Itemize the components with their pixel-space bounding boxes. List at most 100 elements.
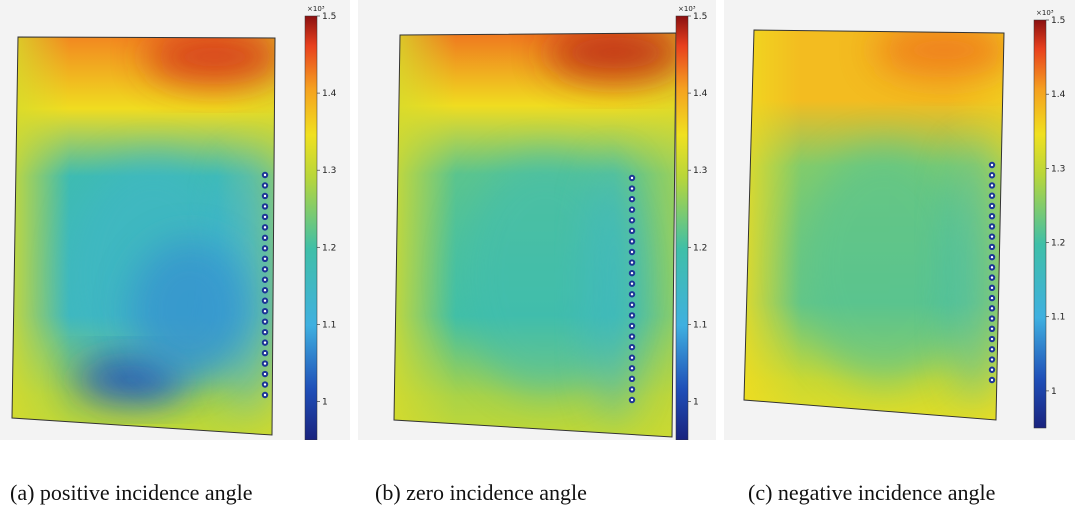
cooling-hole-center: [990, 245, 994, 249]
cooling-hole-center: [263, 268, 267, 271]
cooling-hole-center: [630, 356, 634, 359]
cooling-hole-center: [263, 215, 267, 219]
cooling-hole-center: [263, 236, 267, 240]
cooling-hole-center: [990, 286, 994, 290]
hot-region: [145, 37, 275, 85]
cooling-hole-center: [990, 337, 994, 341]
colorbar: [1033, 19, 1047, 429]
colorbar-tick-label: 1.1: [693, 320, 707, 330]
colorbar-tick-label: 1.3: [322, 166, 336, 176]
colorbar-multiplier: ×10³: [678, 5, 696, 13]
cooling-hole-center: [630, 367, 634, 370]
cooling-hole-center: [263, 173, 267, 177]
cooling-hole-center: [630, 345, 634, 349]
contour-plot-a: ×10³ 1 1.1 1.2 1.3 1.4 1.5: [11, 5, 337, 440]
contour-field: [394, 33, 676, 437]
cooling-hole-center: [630, 208, 634, 211]
contour-plot-c: ×10³ 1 1.1 1.2 1.3 1.4 1.5: [743, 9, 1066, 429]
colorbar: [304, 15, 318, 440]
low-pressure-spot: [75, 358, 185, 402]
cooling-hole-center: [263, 320, 267, 323]
cooling-hole-center: [990, 266, 994, 269]
hot-region: [546, 33, 676, 81]
cooling-hole-center: [263, 299, 267, 302]
caption-c: (c) negative incidence angle: [748, 480, 996, 505]
cooling-hole-center: [630, 187, 634, 190]
cooling-hole-center: [630, 303, 634, 307]
contour-field: [744, 30, 1004, 420]
cooling-hole-center: [630, 335, 634, 338]
cooling-hole-center: [990, 348, 994, 351]
cooling-hole-center: [990, 296, 994, 300]
contour-field: [12, 37, 275, 435]
colorbar-tick-label: 1.5: [693, 12, 707, 22]
cooling-hole-center: [990, 204, 994, 208]
cooling-hole-center: [630, 229, 634, 233]
cooling-hole-center: [990, 358, 994, 361]
panel-a: ×10³ 1 1.1 1.2 1.3 1.4 1.5: [0, 0, 350, 440]
colorbar-multiplier: ×10³: [307, 5, 325, 13]
panel-b: ×10³ 1 1.1 1.2 1.3 1.4 1.5: [358, 0, 716, 440]
hot-region: [874, 30, 1004, 78]
cooling-hole-center: [263, 226, 267, 229]
colorbar-multiplier: ×10³: [1036, 9, 1054, 17]
colorbar-tick-label: 1.4: [1051, 90, 1066, 100]
cooling-hole-center: [630, 240, 634, 243]
cooling-hole-center: [990, 327, 994, 331]
cooling-hole-center: [630, 261, 634, 264]
colorbar-tick-label: 1: [693, 397, 699, 407]
cooling-hole-center: [630, 271, 634, 275]
cool-core: [799, 145, 969, 385]
cooling-hole-center: [263, 372, 267, 376]
cooling-hole-center: [263, 194, 267, 198]
plate-outline: [743, 29, 1005, 421]
cooling-hole-center: [263, 383, 267, 386]
caption-a: (a) positive incidence angle: [10, 480, 253, 505]
colorbar-tick-label: 1.5: [1051, 16, 1065, 26]
hole-band: [944, 142, 1004, 403]
cooling-hole-center: [263, 289, 267, 292]
panel-c: ×10³ 1 1.1 1.2 1.3 1.4 1.5: [724, 0, 1075, 440]
colorbar: [675, 15, 689, 440]
cooling-hole-center: [990, 276, 994, 279]
cooling-hole-center: [630, 398, 634, 402]
cooling-hole-center: [263, 184, 267, 187]
cooling-hole-center: [263, 247, 267, 250]
colorbar-tick-label: 1.2: [322, 243, 336, 253]
cooling-hole-center: [630, 388, 634, 391]
colorbar-tick-label: 1.2: [1051, 239, 1065, 249]
cooling-hole-center: [990, 163, 994, 167]
cooling-hole-center: [630, 250, 634, 254]
cooling-hole-center: [990, 378, 994, 382]
colorbar-tick-label: 1.3: [693, 166, 707, 176]
cooling-hole-center: [990, 368, 994, 371]
colorbar-tick-label: 1.2: [693, 243, 707, 253]
cooling-hole-center: [990, 255, 994, 259]
colorbar-tick-label: 1.4: [693, 89, 708, 99]
low-pressure-tail: [130, 240, 250, 380]
cooling-hole-center: [990, 225, 994, 228]
cooling-hole-center: [263, 257, 267, 261]
cooling-hole-center: [990, 194, 994, 197]
cooling-hole-center: [630, 324, 634, 328]
cooling-hole-center: [263, 351, 267, 355]
cooling-hole-center: [630, 219, 634, 222]
cooling-hole-center: [990, 214, 994, 218]
cooling-hole-center: [990, 235, 994, 238]
cooling-hole-center: [263, 278, 267, 281]
plate-outline: [11, 36, 276, 436]
hole-band: [584, 159, 644, 419]
colorbar-tick-label: 1: [1051, 387, 1057, 397]
cooling-hole-center: [630, 377, 634, 381]
colorbar-tick-label: 1: [322, 397, 328, 407]
cooling-hole-center: [990, 317, 994, 320]
cooling-hole-center: [990, 307, 994, 310]
cooling-hole-center: [263, 309, 267, 313]
cooling-hole-center: [630, 314, 634, 317]
cooling-hole-center: [263, 362, 267, 365]
contour-plot-b: ×10³ 1 1.1 1.2 1.3 1.4 1.5: [393, 5, 708, 440]
plate-outline: [393, 32, 677, 438]
cooling-hole-center: [263, 393, 267, 397]
cooling-hole-center: [263, 205, 267, 208]
cooling-hole-center: [263, 341, 267, 344]
